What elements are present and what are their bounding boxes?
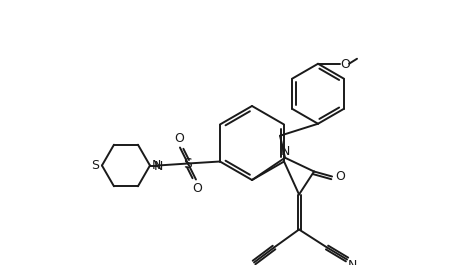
Text: O: O xyxy=(340,58,350,71)
Text: N: N xyxy=(347,259,357,265)
Text: O: O xyxy=(192,182,202,195)
Text: O: O xyxy=(335,170,345,183)
Text: N: N xyxy=(280,145,290,158)
Text: N: N xyxy=(246,264,255,265)
Text: N: N xyxy=(151,159,161,172)
Text: O: O xyxy=(174,132,184,145)
Text: N: N xyxy=(153,160,163,173)
Text: S: S xyxy=(183,157,193,170)
Text: S: S xyxy=(91,159,99,172)
